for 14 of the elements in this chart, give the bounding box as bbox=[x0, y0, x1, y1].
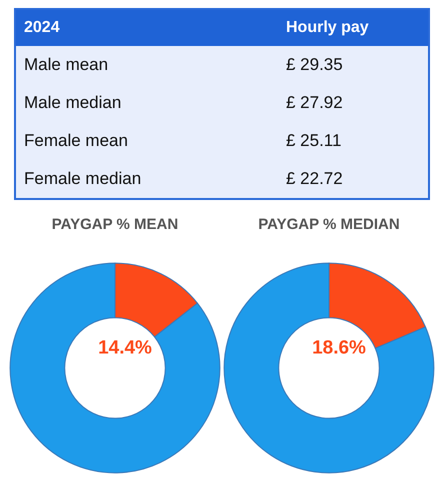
chart-title: PAYGAP % MEDIAN bbox=[258, 216, 400, 233]
text: Male mean bbox=[23, 55, 110, 75]
chart-title: PAYGAP % MEAN bbox=[52, 216, 178, 233]
text: £ 22.72 bbox=[286, 169, 344, 189]
data-label: 14.4% bbox=[98, 338, 152, 358]
text: Female mean bbox=[23, 131, 129, 151]
text: £ 29.35 bbox=[286, 55, 344, 75]
data-label: 18.6% bbox=[312, 338, 366, 358]
text: Female median bbox=[23, 169, 142, 189]
text: Hourly pay bbox=[286, 19, 370, 37]
text: £ 27.92 bbox=[286, 93, 344, 113]
text: £ 25.11 bbox=[286, 131, 342, 151]
text: 2024 bbox=[23, 19, 61, 37]
text: Male median bbox=[23, 93, 122, 113]
